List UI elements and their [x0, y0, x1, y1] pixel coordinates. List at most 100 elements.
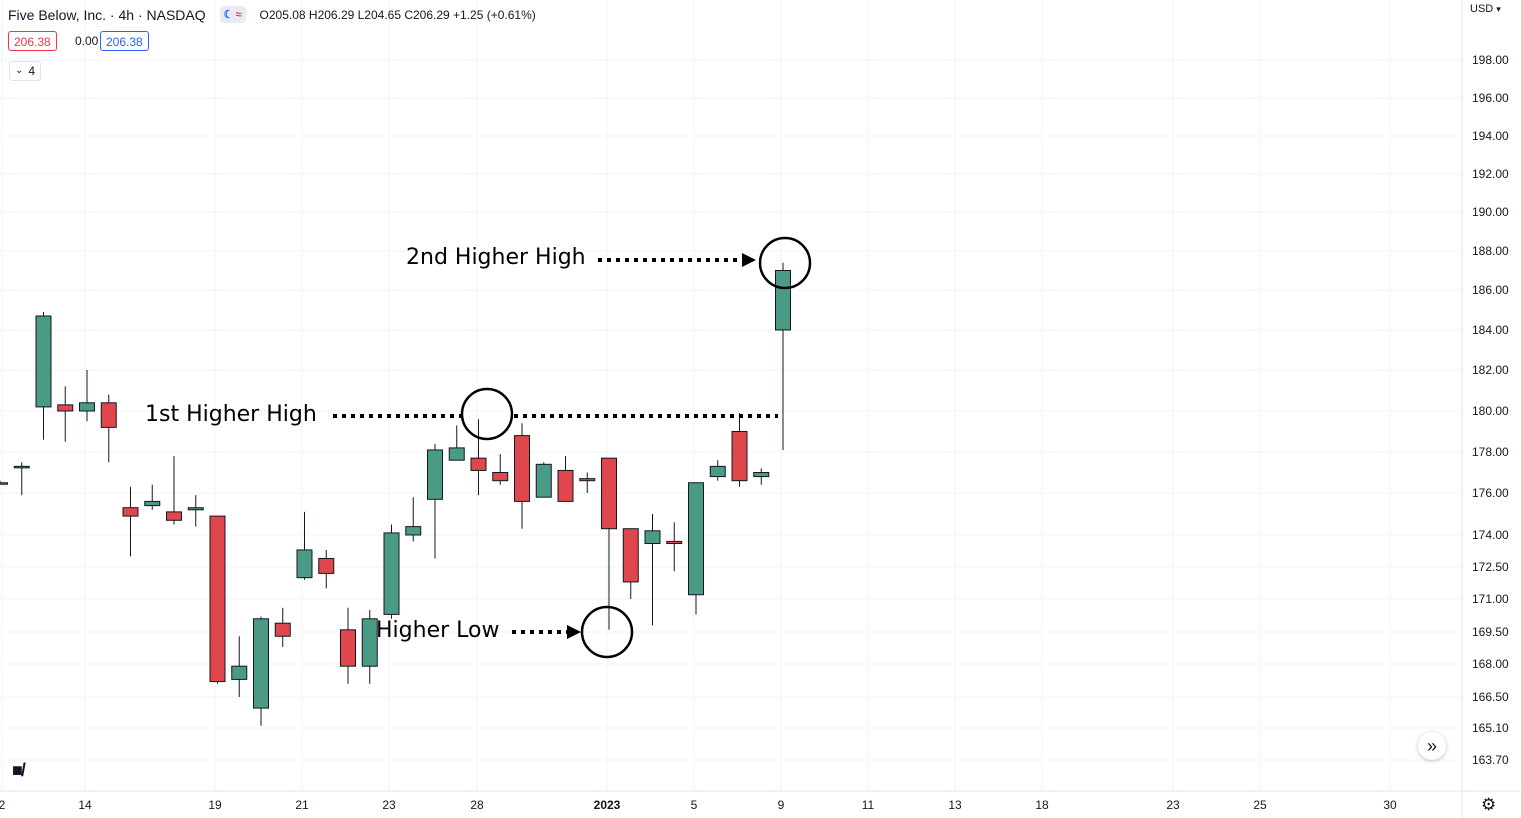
candle: [361, 610, 378, 684]
candle: [622, 528, 639, 599]
candle: [340, 607, 356, 684]
y-tick-label: 178.00: [1472, 445, 1509, 459]
y-tick-label: 168.00: [1472, 657, 1509, 671]
candle-body: [166, 511, 182, 521]
candle-body: [405, 526, 422, 536]
ask-price[interactable]: 206.38: [100, 31, 149, 51]
candle: [231, 636, 248, 697]
y-tick-label: 172.50: [1472, 560, 1509, 574]
candle-body: [144, 500, 161, 507]
candle: [166, 456, 182, 525]
candle-body: [0, 482, 8, 485]
y-tick-label: 176.00: [1472, 486, 1509, 500]
candle: [144, 484, 161, 510]
candle: [253, 616, 269, 726]
x-tick-label: 30: [1383, 798, 1397, 812]
candle: [100, 394, 117, 463]
y-tick-label: 194.00: [1472, 129, 1509, 143]
y-tick-label: 188.00: [1472, 244, 1509, 258]
y-tick-label: 163.70: [1472, 753, 1509, 767]
x-tick-label: 13: [948, 798, 962, 812]
chevron-down-icon: ▾: [1496, 4, 1501, 14]
candle-body: [340, 629, 356, 667]
gear-icon[interactable]: ⚙: [1481, 795, 1497, 814]
moon-icon: ☾: [223, 9, 234, 21]
candle-body: [644, 530, 661, 545]
symbol-title[interactable]: Five Below, Inc. · 4h · NASDAQ: [8, 6, 206, 23]
candle: [470, 419, 487, 496]
candle-body: [79, 402, 95, 412]
circle-2nd-higher-high: [758, 236, 812, 290]
candle: [688, 482, 704, 615]
y-tick-label: 180.00: [1472, 404, 1509, 418]
candle-body: [579, 478, 596, 482]
candle-body: [535, 463, 552, 498]
candle-body: [13, 465, 30, 469]
x-tick-label: 14: [78, 798, 92, 812]
candle: [122, 486, 139, 557]
candle-body: [731, 431, 748, 482]
candle-body: [622, 528, 639, 583]
candle-body: [775, 270, 791, 331]
indicator-count: 4: [28, 64, 36, 78]
circle-1st-higher-high: [460, 387, 514, 441]
scroll-to-realtime-button[interactable]: »: [1418, 732, 1446, 760]
annotation-drawings: [333, 236, 812, 659]
tradingview-logo-icon: ■/: [12, 760, 26, 780]
y-tick-label: 196.00: [1472, 91, 1509, 105]
candle-body: [253, 618, 269, 709]
candle-body: [231, 665, 248, 680]
y-tick-label: 190.00: [1472, 205, 1509, 219]
candle: [0, 480, 8, 485]
x-tick-label: 28: [470, 798, 484, 812]
candle: [79, 370, 95, 422]
candle: [274, 607, 291, 647]
x-tick-label: 23: [1166, 798, 1180, 812]
candle: [57, 386, 74, 442]
y-tick-label: 166.50: [1472, 690, 1509, 704]
candle: [666, 522, 683, 572]
candle: [13, 462, 30, 496]
symbol-legend[interactable]: Five Below, Inc. · 4h · NASDAQ ☾ ≈ O205.…: [8, 6, 536, 23]
candle: [731, 413, 748, 487]
y-tick-label: 171.00: [1472, 592, 1509, 606]
label-1st-higher-high: 1st Higher High: [145, 402, 317, 427]
x-tick-label: 19: [208, 798, 222, 812]
candle-body: [361, 618, 378, 667]
y-tick-label: 192.00: [1472, 167, 1509, 181]
x-tick-label: 23: [382, 798, 396, 812]
chevron-down-icon: ⌄: [15, 65, 24, 76]
candle: [35, 312, 52, 440]
candle: [535, 462, 552, 498]
indicators-collapse-button[interactable]: ⌄ 4: [9, 61, 42, 81]
candle-body: [274, 622, 291, 637]
currency-label: USD: [1470, 3, 1494, 15]
x-tick-label: 2023: [594, 798, 621, 812]
y-tick-label: 182.00: [1472, 363, 1509, 377]
bid-price[interactable]: 206.38: [8, 31, 57, 51]
candle: [296, 511, 313, 580]
indicator-pill[interactable]: ☾ ≈: [219, 6, 246, 23]
double-chevron-right-icon: »: [1426, 735, 1437, 756]
candle: [709, 460, 726, 481]
candle-body: [601, 457, 617, 530]
candle-body: [427, 449, 443, 500]
x-tick-label: 25: [1253, 798, 1267, 812]
x-tick-label: 2: [0, 798, 6, 812]
candle: [753, 468, 770, 485]
currency-selector[interactable]: USD ▾: [1470, 3, 1501, 15]
candle: [601, 457, 617, 630]
candle: [775, 262, 791, 450]
wave-icon: ≈: [235, 8, 242, 21]
time-axis[interactable]: 2 14 19 21 23 28 2023 5 9 11 13 18 23 25 30: [0, 798, 1397, 812]
candle-body: [122, 507, 139, 517]
price-axis[interactable]: 198.00 196.00 194.00 192.00 190.00 188.00 186.…: [1472, 53, 1509, 767]
candles: [0, 262, 791, 726]
x-tick-label: 21: [295, 798, 309, 812]
candle-body: [209, 515, 226, 683]
candle: [187, 495, 204, 527]
arrow-head-2nd-high: [742, 253, 756, 267]
label-higher-low: Higher Low: [376, 618, 500, 643]
candle: [427, 443, 443, 559]
